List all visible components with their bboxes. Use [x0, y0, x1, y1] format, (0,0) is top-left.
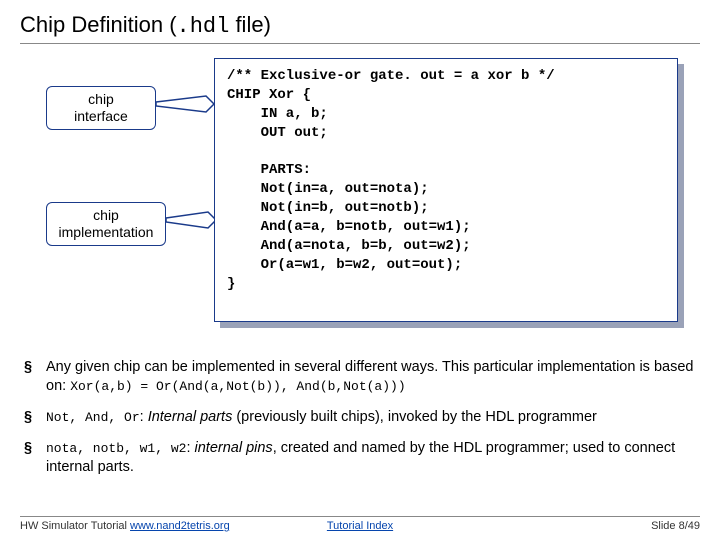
bullet-2: § Not, And, Or: Internal parts (previous… — [24, 408, 696, 427]
slide-title: Chip Definition (.hdl file) — [20, 12, 700, 44]
b3-code: nota, notb, w1, w2 — [46, 441, 186, 456]
b3-italic: internal pins — [195, 440, 273, 456]
b1-code: Xor(a,b) = Or(And(a,Not(b)), And(b,Not(a… — [70, 379, 405, 394]
bullet-marker: § — [24, 358, 46, 396]
bullet-marker: § — [24, 408, 46, 427]
b2-code: Not, And, Or — [46, 410, 140, 425]
callout-implementation: chip implementation — [46, 202, 166, 246]
connector-2 — [166, 212, 218, 236]
callout-interface: chip interface — [46, 86, 156, 130]
footer-link[interactable]: www.nand2tetris.org — [130, 520, 230, 532]
title-mono: .hdl — [177, 14, 230, 39]
bullet-1: § Any given chip can be implemented in s… — [24, 358, 696, 396]
footer: HW Simulator Tutorial www.nand2tetris.or… — [20, 516, 700, 532]
title-suffix: file) — [229, 12, 271, 37]
connector-1 — [156, 96, 216, 120]
b3-a: : — [186, 440, 194, 456]
bullet-list: § Any given chip can be implemented in s… — [20, 358, 700, 476]
b2-b: (previously built chips), invoked by the… — [232, 409, 597, 425]
callout-interface-text: chip interface — [57, 91, 145, 125]
code-box: /** Exclusive-or gate. out = a xor b */ … — [214, 58, 678, 322]
callout-impl-text: chip implementation — [57, 207, 155, 241]
b2-a: : — [140, 409, 148, 425]
bullet-marker: § — [24, 439, 46, 477]
footer-right: Slide 8/49 — [651, 520, 700, 532]
footer-left-text: HW Simulator Tutorial — [20, 520, 130, 532]
footer-left: HW Simulator Tutorial www.nand2tetris.or… — [20, 520, 230, 532]
title-prefix: Chip Definition ( — [20, 12, 177, 37]
footer-center-link[interactable]: Tutorial Index — [327, 520, 393, 532]
bullet-3: § nota, notb, w1, w2: internal pins, cre… — [24, 439, 696, 477]
content-area: chip interface chip implementation /** E… — [20, 58, 700, 352]
b2-italic: Internal parts — [148, 409, 233, 425]
